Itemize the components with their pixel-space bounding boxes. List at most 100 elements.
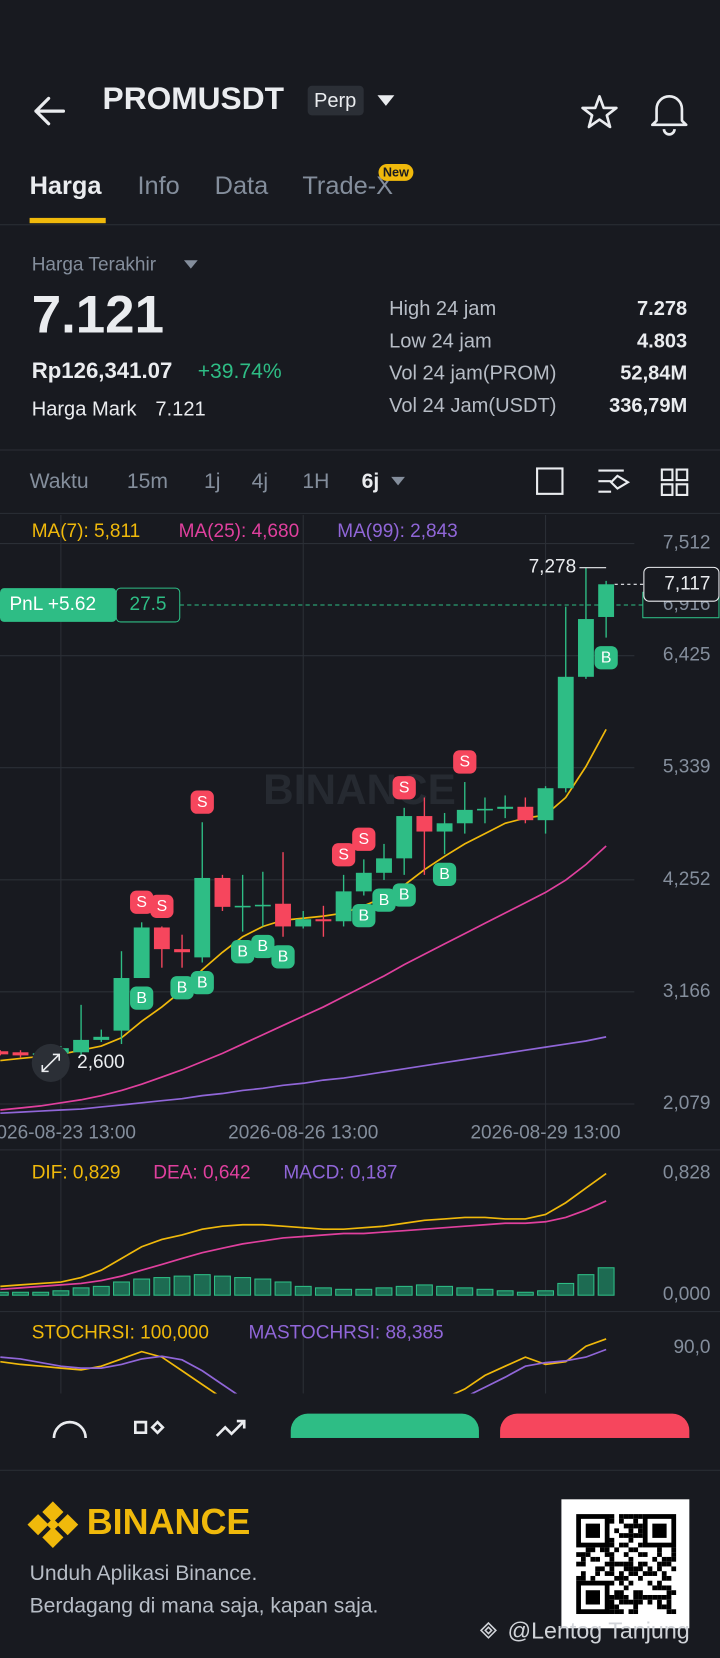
action-grid[interactable] <box>134 1420 165 1435</box>
interval-dropdown[interactable] <box>391 476 405 486</box>
sell-marker: S <box>459 754 470 771</box>
sell-marker: S <box>136 894 147 911</box>
tab[interactable]: Harga <box>30 172 103 200</box>
stat-value: 336,79M <box>609 395 687 417</box>
qr-cell <box>628 1514 634 1519</box>
tool-settings[interactable] <box>598 469 631 493</box>
price-label[interactable]: Harga Terakhir <box>32 255 157 276</box>
qr-cell <box>604 1547 610 1553</box>
binance-logo <box>27 1501 79 1548</box>
qr-cell <box>619 1514 624 1519</box>
sell-marker-bg <box>150 894 174 918</box>
qr-cell <box>609 1571 615 1576</box>
qr-cell <box>604 1571 610 1576</box>
qr-cell <box>609 1580 615 1586</box>
alert-button[interactable] <box>651 94 688 136</box>
candle-body <box>254 904 271 907</box>
macd-bar <box>254 1278 272 1296</box>
qr-cell <box>647 1599 653 1605</box>
symbol-title[interactable]: PROMUSDT <box>103 80 285 116</box>
qr-cell <box>628 1566 634 1572</box>
buy-marker-bg <box>251 934 275 959</box>
y-tick-label: 7,512 <box>663 533 711 554</box>
tab[interactable]: Info <box>137 172 179 200</box>
qr-cell <box>638 1523 643 1529</box>
qr-cell <box>657 1561 662 1567</box>
y-tick-label: 0,828 <box>663 1163 711 1184</box>
candle-body <box>477 808 493 811</box>
qr-cell <box>609 1609 615 1615</box>
sell-marker: S <box>399 779 410 796</box>
qr-cell <box>657 1594 662 1600</box>
candle-body <box>456 809 473 824</box>
qr-cell <box>580 1575 586 1581</box>
macd-bar <box>314 1287 332 1296</box>
qr-cell <box>614 1590 620 1595</box>
qr-cell <box>638 1566 643 1572</box>
macd-bar <box>395 1285 413 1296</box>
qr-cell <box>614 1604 620 1610</box>
qr-cell <box>628 1523 634 1529</box>
buy-marker-bg <box>130 986 154 1010</box>
candle-body <box>73 1039 90 1053</box>
sell-marker: S <box>359 831 370 848</box>
qr-cell <box>590 1547 596 1553</box>
candle-body <box>12 1052 29 1056</box>
macd-bar <box>12 1291 29 1296</box>
chart-tools <box>536 467 689 496</box>
qr-cell <box>623 1585 629 1591</box>
qr-cell <box>609 1566 615 1572</box>
macd-bar <box>577 1274 595 1296</box>
action-more[interactable] <box>52 1420 87 1439</box>
qr-cell <box>633 1547 639 1553</box>
symbol-dropdown[interactable] <box>377 95 395 106</box>
interval[interactable]: 6j <box>362 470 380 493</box>
qr-cell <box>638 1514 643 1519</box>
new-badge: New <box>383 165 409 179</box>
tool-layout[interactable] <box>660 468 689 496</box>
buy-marker: B <box>278 949 289 966</box>
tool-depth[interactable] <box>536 467 564 495</box>
chart-watermark: BINANCE <box>263 766 456 813</box>
tab[interactable]: Trade-X <box>302 172 393 200</box>
candle-body <box>275 903 291 927</box>
author-watermark: @Lentog Tanjung <box>507 1618 689 1644</box>
candle-body <box>416 816 433 832</box>
candle-body <box>598 584 615 617</box>
qr-cell <box>580 1552 586 1557</box>
qr-cell <box>628 1609 634 1615</box>
macd-bar <box>234 1277 252 1296</box>
interval[interactable]: 1H <box>302 470 329 493</box>
qr-cell <box>661 1556 667 1562</box>
tab[interactable]: Data <box>215 172 269 200</box>
macd-bar <box>597 1267 615 1296</box>
action-share[interactable] <box>215 1419 246 1437</box>
tab-underline <box>29 217 106 224</box>
qr-cell <box>623 1599 629 1605</box>
idr-price: Rp126,341.07 <box>32 358 173 383</box>
buy-marker: B <box>601 649 612 666</box>
qr-cell <box>614 1609 620 1615</box>
qr-cell <box>657 1599 662 1605</box>
buy-marker: B <box>399 887 410 904</box>
sell-marker-bg <box>392 776 416 800</box>
back-button[interactable] <box>34 96 66 126</box>
qr-cell <box>671 1552 677 1557</box>
interval[interactable]: 4j <box>252 470 268 493</box>
qr-cell <box>666 1585 672 1591</box>
qr-cell <box>657 1604 662 1610</box>
interval[interactable]: 15m <box>127 470 168 493</box>
qr-cell <box>642 1594 648 1600</box>
qr-cell <box>647 1571 653 1576</box>
qr-cell <box>657 1585 662 1591</box>
interval[interactable]: 1j <box>204 470 220 493</box>
price-dropdown[interactable] <box>183 260 198 269</box>
qr-cell <box>652 1571 658 1576</box>
qr-cell <box>623 1533 629 1538</box>
candle-body <box>396 816 413 859</box>
favorite-button[interactable] <box>581 94 618 129</box>
qr-cell <box>623 1575 629 1581</box>
buy-marker: B <box>197 974 208 991</box>
qr-cell <box>666 1594 672 1600</box>
